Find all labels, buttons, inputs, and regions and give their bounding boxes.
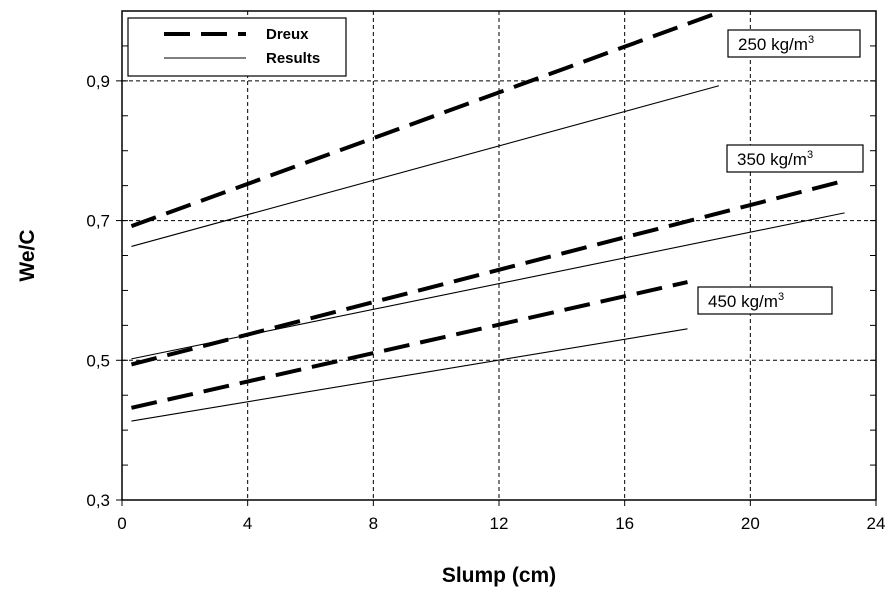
legend-label-results: Results bbox=[266, 50, 320, 67]
group-label-superscript: 3 bbox=[778, 291, 784, 303]
plot-frame bbox=[121, 10, 877, 501]
x-tick-label: 20 bbox=[741, 514, 760, 533]
group-label-box bbox=[727, 29, 861, 58]
y-tick-label: 0,5 bbox=[86, 351, 110, 370]
group-label: 250 kg/m3 bbox=[738, 34, 814, 54]
x-tick-label: 12 bbox=[490, 514, 509, 533]
y-axis-title: We/C bbox=[16, 229, 39, 281]
series-line-results-350 bbox=[131, 212, 845, 360]
x-tick-label: 24 bbox=[867, 514, 886, 533]
legend-label-dreux: Dreux bbox=[266, 26, 309, 43]
series-line-dreux-450 bbox=[130, 280, 688, 410]
group-label-superscript: 3 bbox=[807, 149, 813, 161]
group-label-superscript: 3 bbox=[808, 34, 814, 46]
legend-box bbox=[127, 17, 347, 77]
group-label: 450 kg/m3 bbox=[708, 291, 784, 311]
group-label-box bbox=[697, 286, 833, 315]
group-label-box bbox=[726, 144, 864, 173]
series-line-results-450 bbox=[131, 328, 688, 422]
series-line-results-250 bbox=[131, 85, 720, 247]
y-tick-label: 0,3 bbox=[86, 491, 110, 510]
x-tick-label: 16 bbox=[615, 514, 634, 533]
x-tick-label: 8 bbox=[369, 514, 378, 533]
series-line-dreux-250 bbox=[130, 10, 720, 229]
x-tick-label: 0 bbox=[117, 514, 126, 533]
x-tick-label: 4 bbox=[243, 514, 252, 533]
x-axis-title: Slump (cm) bbox=[442, 564, 556, 587]
series-line-dreux-350 bbox=[130, 178, 846, 367]
group-label: 350 kg/m3 bbox=[737, 149, 813, 169]
y-tick-label: 0,9 bbox=[86, 72, 110, 91]
y-tick-label: 0,7 bbox=[86, 212, 110, 231]
